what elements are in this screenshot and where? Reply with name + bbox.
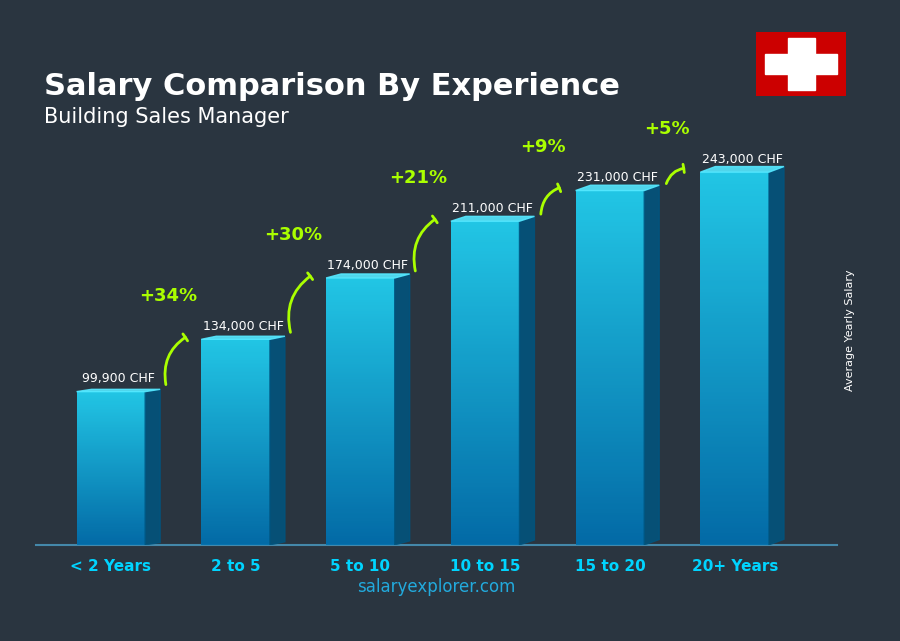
Polygon shape bbox=[270, 337, 285, 545]
Text: +21%: +21% bbox=[389, 169, 446, 187]
Text: Average Yearly Salary: Average Yearly Salary bbox=[845, 269, 855, 391]
Bar bbox=[788, 38, 814, 90]
Polygon shape bbox=[644, 185, 659, 545]
Polygon shape bbox=[202, 337, 285, 339]
Polygon shape bbox=[700, 167, 784, 172]
Text: Salary Comparison By Experience: Salary Comparison By Experience bbox=[44, 72, 620, 101]
Text: 211,000 CHF: 211,000 CHF bbox=[452, 202, 533, 215]
Polygon shape bbox=[395, 274, 410, 545]
Text: +5%: +5% bbox=[644, 120, 690, 138]
Text: Building Sales Manager: Building Sales Manager bbox=[44, 107, 289, 127]
Text: 99,900 CHF: 99,900 CHF bbox=[82, 372, 155, 385]
Polygon shape bbox=[145, 389, 160, 545]
Text: 174,000 CHF: 174,000 CHF bbox=[328, 258, 409, 272]
Bar bbox=[765, 54, 837, 74]
Polygon shape bbox=[76, 389, 160, 392]
Text: +9%: +9% bbox=[519, 138, 565, 156]
Text: 134,000 CHF: 134,000 CHF bbox=[202, 320, 284, 333]
Text: 243,000 CHF: 243,000 CHF bbox=[702, 153, 783, 165]
Polygon shape bbox=[326, 274, 410, 278]
Text: +34%: +34% bbox=[140, 287, 197, 305]
Polygon shape bbox=[576, 185, 659, 190]
Text: salaryexplorer.com: salaryexplorer.com bbox=[357, 578, 516, 596]
Polygon shape bbox=[519, 217, 535, 545]
Polygon shape bbox=[769, 167, 784, 545]
Polygon shape bbox=[451, 217, 535, 221]
Text: 231,000 CHF: 231,000 CHF bbox=[577, 171, 658, 184]
Text: +30%: +30% bbox=[264, 226, 322, 244]
